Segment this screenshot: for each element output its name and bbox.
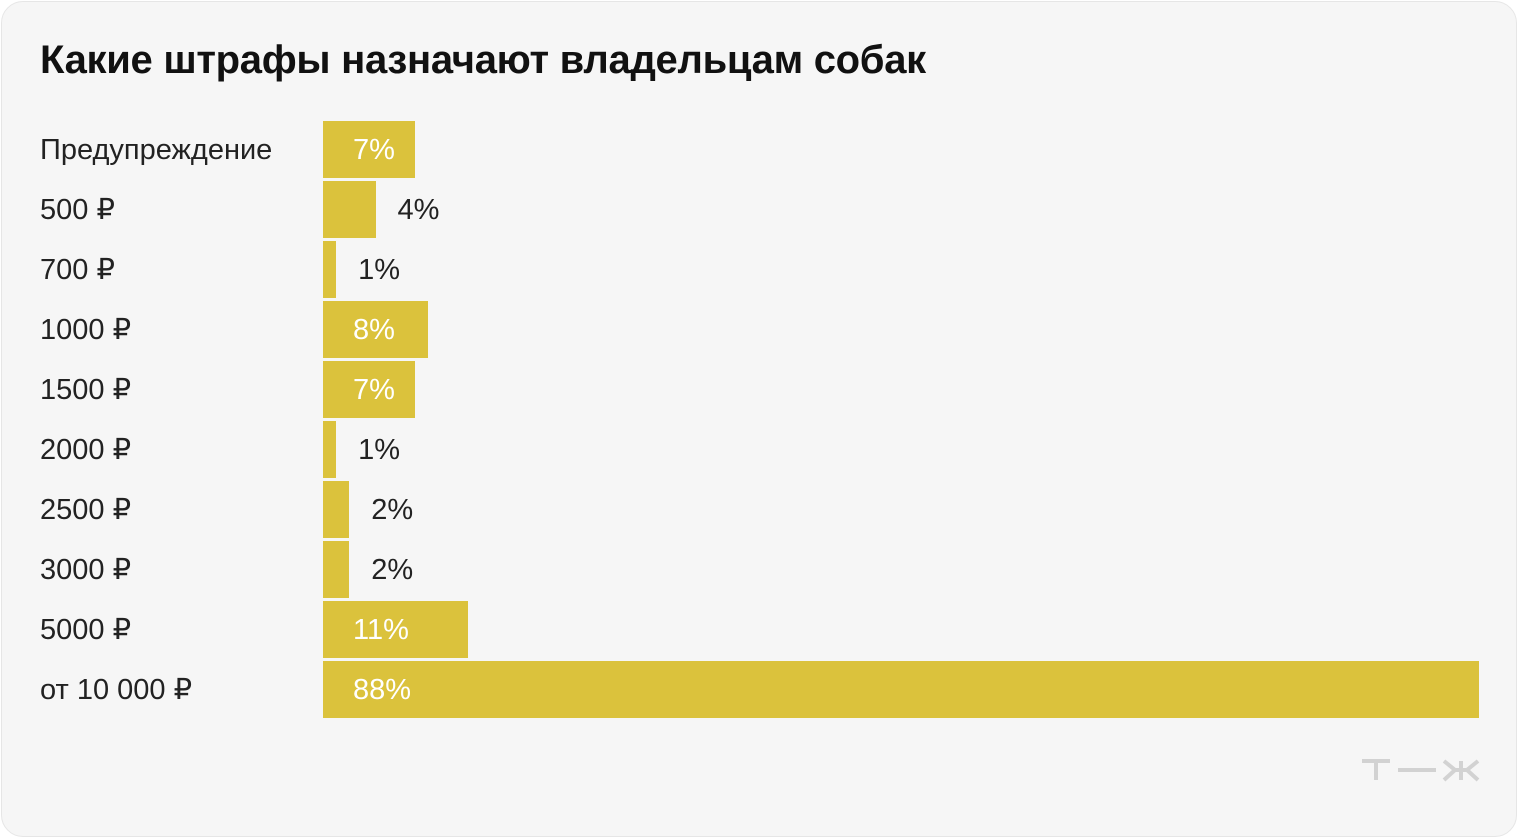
- bar: [323, 541, 350, 598]
- category-label: Предупреждение: [40, 134, 273, 166]
- bar: [323, 421, 337, 478]
- value-label: 2%: [371, 554, 414, 586]
- value-label: 11%: [353, 614, 409, 646]
- category-label: 2500 ₽: [40, 494, 132, 526]
- value-label: 7%: [353, 374, 395, 406]
- category-label: 5000 ₽: [40, 614, 132, 646]
- value-label: 2%: [371, 494, 414, 526]
- value-label: 8%: [353, 314, 395, 346]
- category-label: 1000 ₽: [40, 314, 132, 346]
- category-label: 2000 ₽: [40, 434, 132, 466]
- value-label: 7%: [353, 134, 395, 166]
- bar: [323, 601, 468, 658]
- bar: [323, 241, 337, 298]
- bar: [323, 181, 376, 238]
- bar: [323, 661, 1479, 718]
- category-label: от 10 000 ₽: [40, 674, 193, 706]
- category-label: 700 ₽: [40, 254, 115, 286]
- bar: [323, 301, 429, 358]
- category-label: 500 ₽: [40, 194, 115, 226]
- chart-title: Какие штрафы назначают владельцам собак: [40, 38, 926, 82]
- bar: [323, 481, 350, 538]
- value-label: 1%: [358, 434, 401, 466]
- value-label: 4%: [397, 194, 440, 226]
- tj-logo-icon: [1362, 759, 1480, 782]
- bar: [323, 121, 415, 178]
- category-label: 3000 ₽: [40, 554, 132, 586]
- value-label: 88%: [353, 674, 412, 706]
- value-label: 1%: [358, 254, 401, 286]
- bar: [323, 361, 415, 418]
- category-label: 1500 ₽: [40, 374, 132, 406]
